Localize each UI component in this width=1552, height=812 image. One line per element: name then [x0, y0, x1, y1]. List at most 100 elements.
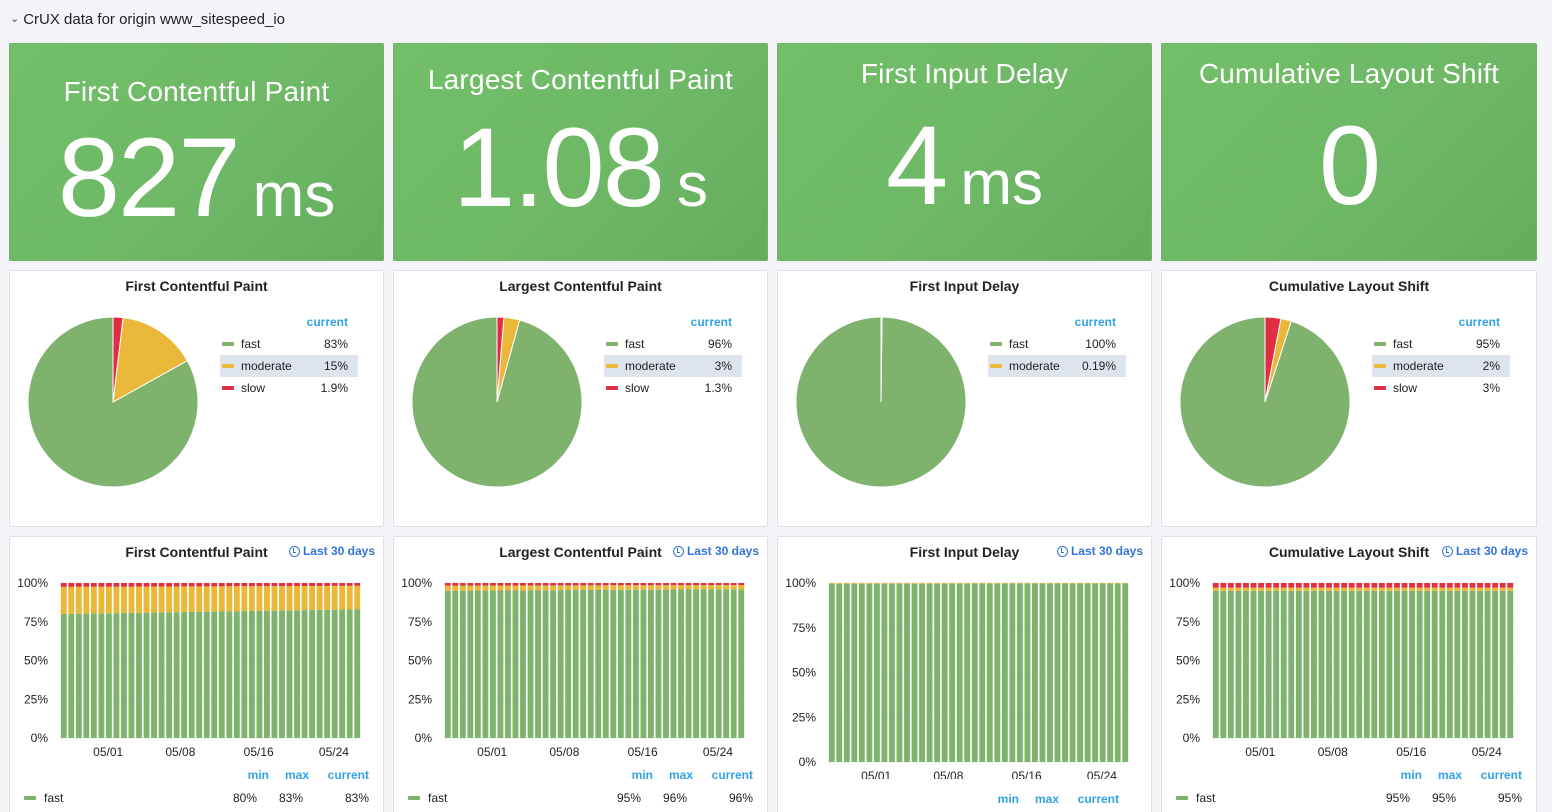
bar-segment-fast[interactable] — [233, 611, 240, 738]
bar-segment-fast[interactable] — [580, 590, 587, 738]
bar-segment-slow[interactable] — [211, 583, 218, 587]
bar-segment-fast[interactable] — [858, 583, 865, 762]
bar-segment-moderate[interactable] — [896, 583, 903, 584]
bar-segment-slow[interactable] — [1303, 583, 1310, 588]
bar-segment-fast[interactable] — [1016, 583, 1023, 762]
bar-segment-slow[interactable] — [166, 583, 173, 587]
legend-item-fast[interactable]: fast 95% 95% 95% — [1176, 791, 1522, 805]
bar-segment-slow[interactable] — [354, 583, 361, 586]
bar-segment-moderate[interactable] — [836, 583, 843, 584]
bar-segment-slow[interactable] — [68, 583, 75, 587]
bar-segment-slow[interactable] — [595, 583, 602, 586]
bar-segment-moderate[interactable] — [979, 583, 986, 584]
bar-segment-fast[interactable] — [279, 610, 285, 738]
bar-segment-fast[interactable] — [836, 583, 843, 762]
bar-segment-moderate[interactable] — [83, 586, 90, 614]
bar-segment-fast[interactable] — [1235, 590, 1242, 738]
bar-segment-fast[interactable] — [1288, 590, 1295, 738]
bar-segment-fast[interactable] — [866, 583, 873, 762]
bar-segment-moderate[interactable] — [1250, 587, 1257, 591]
bar-segment-fast[interactable] — [113, 613, 120, 738]
bar-segment-moderate[interactable] — [1024, 583, 1031, 584]
bar-segment-moderate[interactable] — [166, 586, 173, 613]
bar-segment-moderate[interactable] — [1333, 587, 1340, 591]
bar-segment-fast[interactable] — [1258, 590, 1265, 738]
bar-segment-slow[interactable] — [90, 583, 97, 587]
bar-segment-moderate[interactable] — [279, 586, 285, 611]
bar-segment-fast[interactable] — [1077, 583, 1084, 762]
bar-segment-slow[interactable] — [520, 583, 526, 586]
bar-segment-fast[interactable] — [678, 589, 684, 738]
bar-segment-fast[interactable] — [60, 614, 67, 738]
bar-segment-moderate[interactable] — [158, 586, 165, 613]
bar-segment-moderate[interactable] — [625, 585, 632, 590]
bar-segment-slow[interactable] — [309, 583, 316, 586]
bar-segment-slow[interactable] — [248, 583, 255, 587]
bar-segment-moderate[interactable] — [535, 585, 541, 591]
bar-segment-fast[interactable] — [896, 583, 903, 762]
bar-segment-fast[interactable] — [241, 611, 248, 738]
bar-segment-moderate[interactable] — [580, 585, 587, 591]
legend-item-moderate[interactable]: moderate 3% — [604, 355, 742, 377]
legend-item-moderate[interactable]: moderate 2% — [1372, 355, 1510, 377]
bar-segment-moderate[interactable] — [572, 585, 579, 591]
bar-segment-moderate[interactable] — [971, 583, 978, 584]
bar-segment-moderate[interactable] — [121, 586, 127, 614]
bar-segment-moderate[interactable] — [1401, 587, 1408, 591]
bar-segment-moderate[interactable] — [143, 586, 150, 613]
bar-segment-moderate[interactable] — [557, 585, 564, 591]
bar-segment-fast[interactable] — [700, 589, 707, 738]
bar-segment-fast[interactable] — [1477, 590, 1483, 738]
bar-segment-fast[interactable] — [331, 609, 338, 738]
bar-segment-fast[interactable] — [286, 610, 293, 738]
bar-segment-fast[interactable] — [640, 589, 647, 738]
bar-segment-fast[interactable] — [708, 589, 715, 738]
bar-segment-slow[interactable] — [550, 583, 557, 586]
bar-segment-slow[interactable] — [700, 583, 707, 586]
bar-segment-fast[interactable] — [1024, 583, 1031, 762]
bar-segment-moderate[interactable] — [256, 586, 263, 611]
bar-segment-moderate[interactable] — [1310, 587, 1317, 591]
bar-segment-moderate[interactable] — [738, 585, 745, 590]
bar-segment-moderate[interactable] — [60, 586, 67, 614]
bar-segment-fast[interactable] — [83, 613, 90, 738]
bar-segment-moderate[interactable] — [889, 583, 895, 584]
timeseries-panel-first-input-delay[interactable]: First Input Delay Last 30 days 100% 75% 50% 2… — [777, 536, 1152, 812]
bar-segment-slow[interactable] — [151, 583, 157, 587]
bar-segment-fast[interactable] — [1122, 583, 1129, 762]
bar-segment-fast[interactable] — [1431, 590, 1438, 738]
bar-segment-slow[interactable] — [565, 583, 572, 586]
bar-segment-moderate[interactable] — [1507, 587, 1514, 591]
bar-segment-slow[interactable] — [512, 583, 519, 586]
bar-segment-moderate[interactable] — [188, 586, 195, 612]
bar-segment-slow[interactable] — [1499, 583, 1506, 588]
legend-item-fast[interactable]: fast 95% — [1372, 333, 1510, 355]
timeseries-panel-cumulative-layout-shift[interactable]: Cumulative Layout Shift Last 30 days 100% 7… — [1161, 536, 1537, 812]
bar-segment-fast[interactable] — [90, 613, 97, 738]
bar-segment-slow[interactable] — [1235, 583, 1242, 588]
bar-segment-fast[interactable] — [625, 589, 632, 738]
bar-segment-fast[interactable] — [964, 583, 971, 762]
bar-segment-moderate[interactable] — [941, 583, 948, 584]
bar-segment-moderate[interactable] — [1484, 587, 1491, 591]
legend-header-current[interactable]: current — [1077, 792, 1119, 806]
bar-segment-slow[interactable] — [121, 583, 127, 587]
bar-segment-moderate[interactable] — [1469, 587, 1476, 591]
bar-segment-moderate[interactable] — [128, 586, 135, 613]
bar-segment-fast[interactable] — [1394, 590, 1400, 738]
bar-segment-moderate[interactable] — [648, 585, 654, 590]
bar-segment-slow[interactable] — [1295, 583, 1302, 588]
legend-item-fast[interactable]: fast 95% 96% 96% — [408, 791, 753, 805]
bar-segment-moderate[interactable] — [512, 585, 519, 591]
bar-segment-moderate[interactable] — [264, 586, 270, 611]
bar-segment-moderate[interactable] — [550, 585, 557, 591]
bar-segment-moderate[interactable] — [196, 586, 203, 612]
bar-segment-fast[interactable] — [655, 589, 662, 738]
pie-slice-slow[interactable] — [496, 316, 505, 403]
bar-segment-slow[interactable] — [1371, 583, 1378, 588]
bar-segment-moderate[interactable] — [1122, 583, 1129, 584]
bar-segment-moderate[interactable] — [324, 585, 331, 610]
bar-segment-fast[interactable] — [1326, 590, 1332, 738]
bar-segment-moderate[interactable] — [173, 586, 180, 613]
bar-segment-fast[interactable] — [632, 589, 639, 738]
